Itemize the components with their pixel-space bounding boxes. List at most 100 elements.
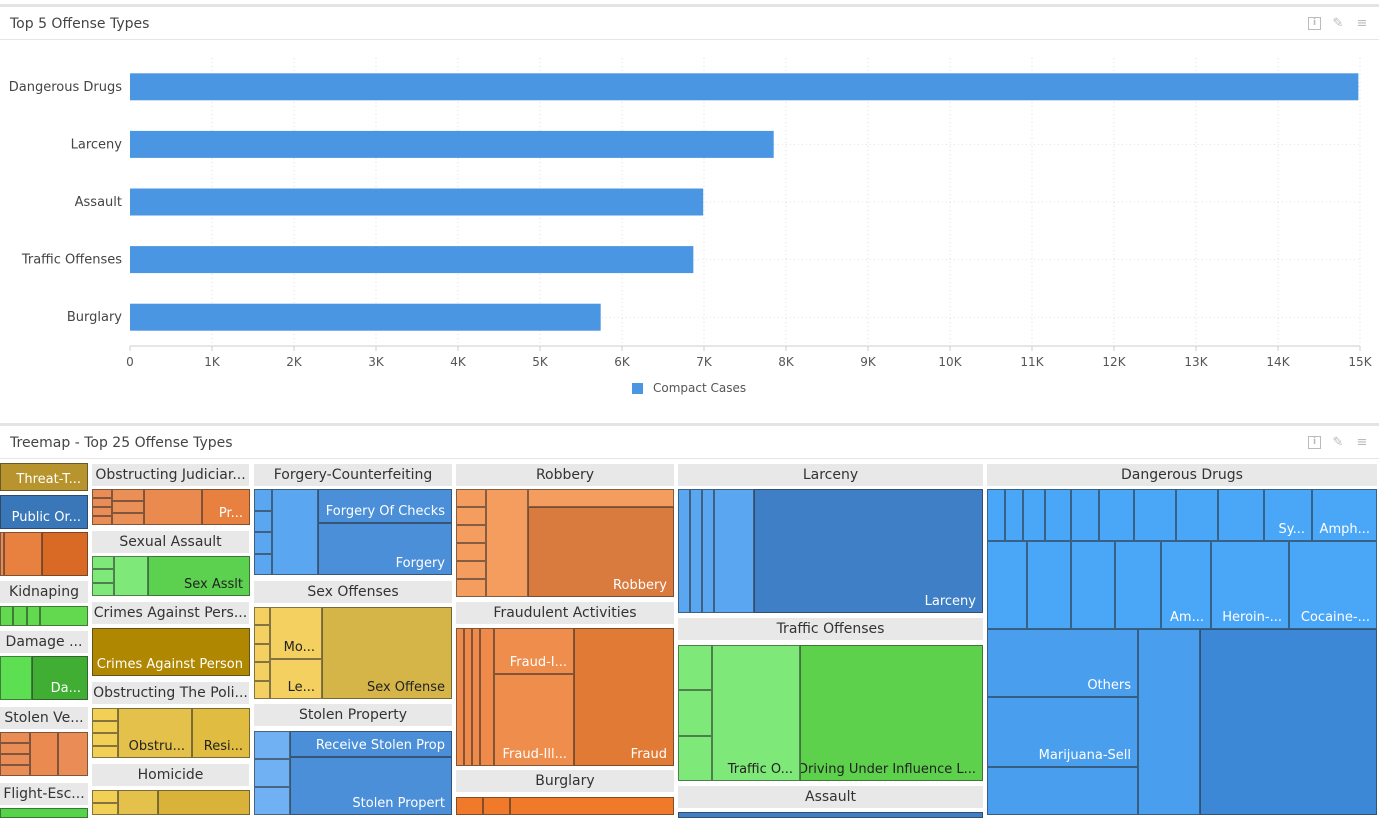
- treemap-cell[interactable]: [254, 553, 272, 575]
- treemap-cell[interactable]: Heroin-...: [1211, 541, 1289, 629]
- treemap-cell[interactable]: Marijuana-Sell: [987, 697, 1138, 767]
- treemap-cell[interactable]: [1115, 541, 1161, 629]
- treemap-cell[interactable]: Sy...: [1264, 489, 1312, 541]
- treemap-cell[interactable]: Robbery: [528, 507, 674, 597]
- treemap-cell[interactable]: [92, 790, 118, 803]
- treemap-cell[interactable]: [714, 489, 754, 613]
- treemap-cell[interactable]: Crimes Against Person: [92, 628, 250, 676]
- treemap-group-header[interactable]: Sex Offenses: [254, 581, 452, 603]
- treemap-cell[interactable]: Da...: [32, 656, 88, 700]
- treemap-cell[interactable]: Am...: [1161, 541, 1211, 629]
- treemap-cell[interactable]: [678, 645, 712, 691]
- treemap-cell[interactable]: [0, 808, 88, 818]
- treemap-cell[interactable]: [92, 489, 112, 498]
- treemap-cell[interactable]: [486, 489, 528, 597]
- treemap-cell[interactable]: Obstru...: [118, 708, 192, 758]
- treemap-cell[interactable]: [987, 489, 1005, 541]
- treemap-cell[interactable]: [0, 754, 30, 765]
- treemap-group-header[interactable]: Robbery: [456, 464, 674, 486]
- treemap-group-header[interactable]: Damage ...: [0, 631, 88, 653]
- treemap-cell[interactable]: [678, 735, 712, 781]
- treemap-group-header[interactable]: Obstructing Judiciar...: [92, 464, 249, 486]
- treemap-cell[interactable]: [114, 556, 148, 596]
- treemap-cell[interactable]: [92, 733, 118, 746]
- treemap-cell[interactable]: [456, 507, 486, 525]
- treemap-cell[interactable]: [40, 606, 88, 626]
- treemap-group-header[interactable]: Traffic Offenses: [678, 618, 983, 640]
- treemap-cell[interactable]: [1134, 489, 1176, 541]
- bar-burglary[interactable]: [130, 303, 601, 331]
- treemap-group-header[interactable]: Homicide: [92, 764, 249, 786]
- treemap-cell[interactable]: [272, 489, 318, 575]
- treemap-cell[interactable]: [254, 731, 290, 759]
- treemap-cell[interactable]: [456, 525, 486, 543]
- treemap-cell[interactable]: Receive Stolen Prop: [290, 731, 452, 757]
- treemap-cell[interactable]: [1099, 489, 1134, 541]
- treemap-cell[interactable]: [254, 489, 272, 511]
- treemap-cell[interactable]: [92, 582, 114, 596]
- treemap-cell[interactable]: [112, 501, 144, 513]
- treemap-group-header[interactable]: Burglary: [456, 770, 674, 792]
- treemap-cell[interactable]: Driving Under Influence L...: [800, 645, 983, 781]
- treemap-cell[interactable]: Sex Asslt: [148, 556, 250, 596]
- treemap-cell[interactable]: Fraud-Ill...: [494, 674, 574, 766]
- treemap-group-header[interactable]: Stolen Property: [254, 704, 452, 726]
- bar-larceny[interactable]: [130, 130, 774, 158]
- treemap-cell[interactable]: [456, 543, 486, 561]
- treemap-cell[interactable]: [678, 690, 712, 736]
- treemap-group-header[interactable]: Dangerous Drugs: [987, 464, 1377, 486]
- treemap-cell[interactable]: Sex Offense: [322, 607, 452, 699]
- treemap-cell[interactable]: [528, 489, 674, 507]
- treemap-group-header[interactable]: Obstructing The Poli...: [92, 682, 249, 704]
- treemap-cell[interactable]: [254, 510, 272, 532]
- treemap-cell[interactable]: [92, 556, 114, 570]
- treemap-cell[interactable]: [118, 790, 158, 815]
- treemap-cell[interactable]: [26, 606, 40, 626]
- treemap-cell[interactable]: [254, 680, 270, 699]
- treemap-cell[interactable]: [4, 532, 42, 576]
- treemap-cell[interactable]: Forgery Of Checks: [318, 489, 452, 523]
- treemap-group-header[interactable]: Assault: [678, 786, 983, 808]
- treemap-cell[interactable]: [0, 732, 30, 743]
- treemap-cell[interactable]: [678, 489, 690, 613]
- treemap-cell[interactable]: [112, 489, 144, 501]
- treemap-group-header[interactable]: Flight-Esc...: [0, 783, 88, 805]
- edit-icon[interactable]: ✎: [1332, 435, 1344, 450]
- treemap-group-header[interactable]: Forgery-Counterfeiting: [254, 464, 452, 486]
- treemap-cell[interactable]: Cocaine-...: [1289, 541, 1377, 629]
- treemap-cell[interactable]: [1138, 629, 1200, 815]
- treemap-cell[interactable]: [1023, 489, 1045, 541]
- treemap-cell[interactable]: [92, 507, 112, 516]
- treemap-cell[interactable]: [1218, 489, 1264, 541]
- treemap-cell[interactable]: [987, 767, 1138, 815]
- treemap-cell[interactable]: [58, 732, 88, 776]
- treemap-cell[interactable]: [254, 787, 290, 815]
- treemap-cell[interactable]: Forgery: [318, 523, 452, 575]
- treemap-cell[interactable]: Fraud: [574, 628, 674, 766]
- treemap-cell[interactable]: [92, 802, 118, 815]
- treemap-cell[interactable]: [702, 489, 714, 613]
- menu-icon[interactable]: ≡: [1356, 16, 1368, 31]
- treemap-group-header[interactable]: Larceny: [678, 464, 983, 486]
- treemap-group-header[interactable]: Sexual Assault: [92, 531, 249, 553]
- treemap-cell[interactable]: [1176, 489, 1218, 541]
- menu-icon[interactable]: ≡: [1356, 435, 1368, 450]
- treemap-cell[interactable]: [0, 532, 4, 576]
- treemap-cell[interactable]: [0, 606, 14, 626]
- treemap-cell[interactable]: [1071, 489, 1099, 541]
- treemap-cell[interactable]: [1005, 489, 1023, 541]
- treemap-group-header[interactable]: Stolen Ve...: [0, 707, 88, 729]
- treemap-cell[interactable]: [690, 489, 702, 613]
- treemap-cell[interactable]: [112, 513, 144, 525]
- info-icon[interactable]: i: [1308, 436, 1321, 449]
- treemap-cell[interactable]: [92, 516, 112, 525]
- treemap-cell[interactable]: [254, 532, 272, 554]
- treemap-cell[interactable]: [456, 489, 486, 507]
- treemap-cell[interactable]: [456, 561, 486, 579]
- treemap-cell[interactable]: [0, 656, 32, 700]
- treemap-group-header[interactable]: Kidnaping: [0, 581, 88, 603]
- treemap-cell[interactable]: Public Or...: [0, 495, 88, 529]
- treemap-cell[interactable]: [1071, 541, 1115, 629]
- treemap-cell[interactable]: Traffic O...: [712, 645, 800, 781]
- treemap-cell[interactable]: [1200, 629, 1377, 815]
